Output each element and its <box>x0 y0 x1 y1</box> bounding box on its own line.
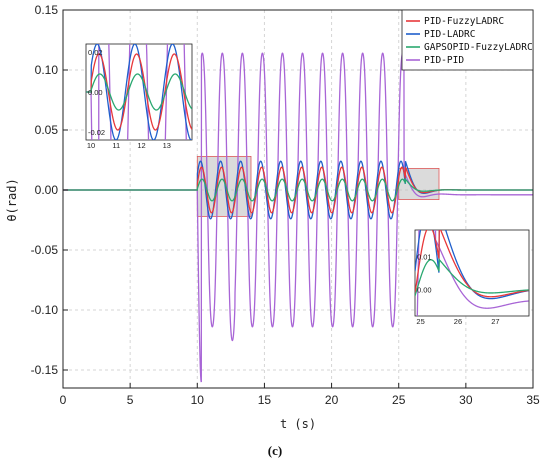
inset-series <box>415 230 529 316</box>
series-lines <box>63 52 533 383</box>
x-tick-label: 30 <box>459 393 473 407</box>
y-tick-label: 0.15 <box>35 3 59 17</box>
y-tick-label: 0.00 <box>35 183 59 197</box>
legend-entry: GAPSOPID-FuzzyLADRC <box>424 42 533 53</box>
inset-x-tick: 12 <box>137 141 145 150</box>
inset-zoom-2: 25 26 27 0.01 0.00 <box>414 229 530 326</box>
inset-y-tick: 0.02 <box>88 48 103 57</box>
y-tick-label: -0.15 <box>31 363 59 377</box>
x-tick-label: 25 <box>392 393 406 407</box>
x-axis-label: t (s) <box>280 417 316 431</box>
series-line-gapsopid-fuzzyladrc <box>63 177 533 202</box>
legend-entry: PID-FuzzyLADRC <box>424 16 504 27</box>
inset-y-tick: -0.02 <box>88 128 105 137</box>
inset-x-tick: 26 <box>454 317 462 326</box>
inset-line <box>86 53 192 131</box>
inset-series <box>86 44 192 140</box>
inset-x-tick: 11 <box>112 141 120 150</box>
x-tick-label: 20 <box>325 393 339 407</box>
inset-line <box>415 258 529 297</box>
inset-y-tick: 0.01 <box>417 252 432 261</box>
x-tick-label: 5 <box>127 393 134 407</box>
legend-entry: PID-LADRC <box>424 29 475 40</box>
legend: PID-FuzzyLADRC PID-LADRC GAPSOPID-FuzzyLAD… <box>401 9 534 71</box>
figure-caption: (c) <box>268 443 282 458</box>
y-tick-label: 0.05 <box>35 123 59 137</box>
inset-frame <box>414 229 530 317</box>
inset-x-tick: 10 <box>87 141 95 150</box>
x-tick-label: 10 <box>191 393 205 407</box>
inset-y-tick: 0.00 <box>88 88 103 97</box>
y-axis-ticks: 0.15 0.10 0.05 0.00 -0.05 -0.10 -0.15 <box>31 3 68 377</box>
inset-line <box>86 44 192 140</box>
x-tick-label: 15 <box>258 393 272 407</box>
inset-x-tick: 27 <box>491 317 499 326</box>
x-axis-ticks: 0 5 10 15 20 25 30 35 <box>60 383 540 407</box>
legend-box <box>401 9 534 71</box>
y-axis-label: θ(rad) <box>5 178 19 221</box>
inset-zoom-1: 10 11 12 13 0.02 0.00 -0.02 <box>85 43 193 150</box>
x-tick-label: 0 <box>60 393 67 407</box>
inset-y-tick: 0.00 <box>417 286 432 295</box>
y-tick-label: -0.10 <box>31 303 59 317</box>
inset-line <box>416 230 529 316</box>
inset-x-tick: 25 <box>416 317 424 326</box>
inset-x-tick: 13 <box>163 141 171 150</box>
x-tick-label: 35 <box>526 393 540 407</box>
legend-entry: PID-PID <box>424 55 464 66</box>
plot-frame <box>62 9 534 389</box>
inset-frame <box>85 43 193 141</box>
y-tick-label: 0.10 <box>35 63 59 77</box>
inset-line <box>86 73 192 111</box>
y-tick-label: -0.05 <box>31 243 59 257</box>
